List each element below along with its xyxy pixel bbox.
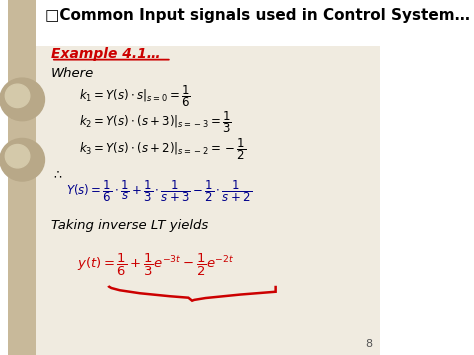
Text: Example 4.1…: Example 4.1… xyxy=(51,47,161,61)
Circle shape xyxy=(5,144,30,168)
Text: □Common Input signals used in Control System…: □Common Input signals used in Control Sy… xyxy=(46,9,470,23)
Circle shape xyxy=(5,84,30,108)
Text: $k_3 = Y(s) \cdot (s+2)|_{s=-2} = -\dfrac{1}{2}$: $k_3 = Y(s) \cdot (s+2)|_{s=-2} = -\dfra… xyxy=(79,136,246,162)
Text: $Y(s) = \dfrac{1}{6} \cdot \dfrac{1}{s} + \dfrac{1}{3} \cdot \dfrac{1}{s+3} - \d: $Y(s) = \dfrac{1}{6} \cdot \dfrac{1}{s} … xyxy=(66,178,252,204)
Circle shape xyxy=(0,78,45,121)
Text: 8: 8 xyxy=(365,339,372,349)
Text: $\therefore$: $\therefore$ xyxy=(51,168,63,181)
Circle shape xyxy=(0,138,45,181)
Text: $y(t) = \dfrac{1}{6} + \dfrac{1}{3}e^{-3t} - \dfrac{1}{2}e^{-2t}$: $y(t) = \dfrac{1}{6} + \dfrac{1}{3}e^{-3… xyxy=(77,251,234,278)
Text: Taking inverse LT yields: Taking inverse LT yields xyxy=(51,219,208,232)
Text: $k_1 = Y(s) \cdot s|_{s=0} = \dfrac{1}{6}$: $k_1 = Y(s) \cdot s|_{s=0} = \dfrac{1}{6… xyxy=(79,84,191,109)
FancyBboxPatch shape xyxy=(36,0,380,46)
Text: Where: Where xyxy=(51,67,94,80)
FancyBboxPatch shape xyxy=(36,0,380,355)
FancyBboxPatch shape xyxy=(8,0,36,355)
Text: $k_2 = Y(s) \cdot (s+3)|_{s=-3} = \dfrac{1}{3}$: $k_2 = Y(s) \cdot (s+3)|_{s=-3} = \dfrac… xyxy=(79,110,232,135)
